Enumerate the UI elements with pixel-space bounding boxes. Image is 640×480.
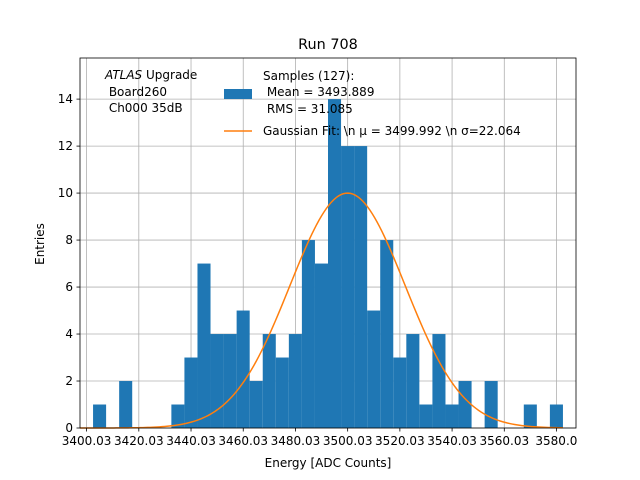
annotation-line-2: Ch000 35dB	[105, 101, 183, 115]
legend-swatch-samples	[224, 89, 252, 99]
histogram-bars	[93, 99, 563, 428]
histogram-bar	[210, 334, 224, 428]
legend-fit-label: Gaussian Fit: \n μ = 3499.992 \n σ=22.06…	[263, 124, 521, 138]
legend: Samples (127): Mean = 3493.889 RMS = 31.…	[224, 69, 521, 138]
histogram-bar	[406, 334, 420, 428]
y-tick-label: 6	[65, 280, 73, 294]
x-tick-label: 3580.0	[535, 434, 577, 448]
x-axis-ticks: 3400.03 3420.03 3440.03 3460.03 3480.03 3500.…	[62, 428, 577, 448]
histogram-bar	[301, 240, 315, 428]
histogram-bar	[354, 146, 368, 428]
legend-samples-line-3: RMS = 31.085	[263, 102, 353, 116]
x-tick-label: 3480.03	[271, 434, 321, 448]
x-tick-label: 3420.03	[114, 434, 164, 448]
annotation-rest: Upgrade	[142, 68, 197, 82]
histogram-bar	[393, 357, 407, 428]
histogram-bar	[341, 146, 355, 428]
x-tick-label: 3520.03	[375, 434, 425, 448]
histogram-bar	[171, 404, 185, 428]
svg-text:ATLAS Upgrade: ATLAS Upgrade	[104, 68, 197, 82]
histogram-bar	[523, 404, 537, 428]
y-tick-label: 12	[58, 139, 73, 153]
histogram-bar	[367, 310, 381, 428]
histogram-bar	[419, 404, 433, 428]
x-tick-label: 3440.03	[166, 434, 216, 448]
gaussian-fit-line	[79, 192, 563, 429]
histogram-bar	[328, 99, 342, 428]
histogram-bar	[484, 381, 498, 428]
y-tick-label: 4	[65, 327, 73, 341]
annotation-line-1: Board260	[105, 85, 167, 99]
histogram-bar	[236, 310, 250, 428]
plot-frame	[79, 57, 577, 429]
annotation-italic: ATLAS	[104, 68, 143, 82]
histogram-bar	[197, 263, 211, 428]
x-tick-label: 3400.03	[62, 434, 112, 448]
y-axis-label: Entries	[33, 223, 47, 265]
x-tick-label: 3560.03	[479, 434, 529, 448]
y-axis-ticks: 0 2 4 6 8 10 12 14	[58, 92, 80, 435]
histogram-bar	[249, 381, 263, 428]
chart-title: Run 708	[298, 37, 358, 53]
histogram-bar	[432, 334, 446, 428]
histogram-bar	[93, 404, 107, 428]
y-tick-label: 8	[65, 233, 73, 247]
histogram-bar	[275, 357, 289, 428]
y-tick-label: 14	[58, 92, 73, 106]
histogram-bar	[119, 381, 133, 428]
y-tick-label: 2	[65, 374, 73, 388]
x-tick-label: 3540.03	[427, 434, 477, 448]
y-tick-label: 10	[58, 186, 73, 200]
histogram-bar	[262, 334, 276, 428]
histogram-bar	[458, 381, 472, 428]
x-tick-label: 3460.03	[218, 434, 268, 448]
histogram-bar	[223, 334, 237, 428]
histogram-bar	[184, 357, 198, 428]
histogram-bar	[314, 263, 328, 428]
atlas-annotation: ATLAS Upgrade Board260 Ch000 35dB	[104, 68, 197, 115]
histogram-bar	[445, 404, 459, 428]
legend-samples-line-1: Samples (127):	[263, 69, 354, 83]
histogram-bar	[549, 404, 563, 428]
x-axis-label: Energy [ADC Counts]	[265, 456, 392, 470]
legend-samples-line-2: Mean = 3493.889	[263, 85, 374, 99]
y-tick-label: 0	[65, 421, 73, 435]
histogram-bar	[380, 240, 394, 428]
histogram-bar	[288, 334, 302, 428]
x-tick-label: 3500.03	[323, 434, 373, 448]
